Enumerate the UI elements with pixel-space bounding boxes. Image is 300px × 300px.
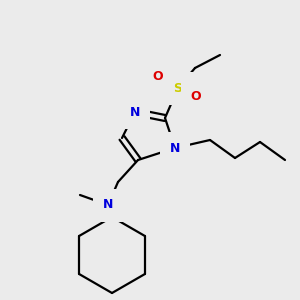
Text: N: N <box>170 142 180 154</box>
Text: O: O <box>153 70 163 83</box>
Text: O: O <box>191 89 201 103</box>
Text: S: S <box>173 82 182 94</box>
Text: N: N <box>103 199 113 212</box>
Text: N: N <box>130 106 140 118</box>
